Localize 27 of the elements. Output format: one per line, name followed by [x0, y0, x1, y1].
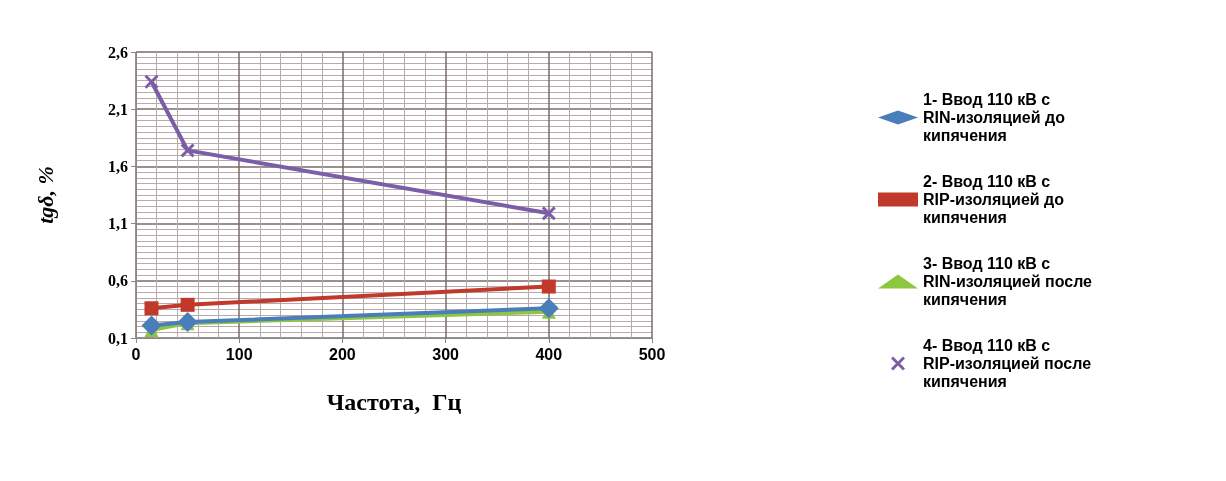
x-tick-label: 500 — [638, 345, 666, 363]
x-tick-label: 0 — [131, 345, 141, 363]
point — [141, 315, 162, 336]
point — [144, 74, 159, 89]
legend-label: 4- Ввод 110 кВ с RIP-изоляцией после кипячения — [923, 337, 1096, 390]
y-tick-label: 2,1 — [108, 100, 128, 118]
x-tick-label: 100 — [225, 345, 253, 363]
point — [144, 301, 159, 316]
y-tick-label: 0,6 — [108, 272, 128, 290]
y-axis-title: tgδ, % — [32, 166, 58, 224]
point — [541, 279, 556, 294]
point — [541, 206, 556, 221]
x-tick-label: 400 — [535, 345, 563, 363]
y-tick-label: 1,6 — [108, 157, 128, 175]
point — [180, 297, 195, 312]
y-tick-label: 2,6 — [108, 43, 128, 61]
x-axis-title: Частота, Гц — [326, 389, 462, 415]
legend-label: 3- Ввод 110 кВ с RIN-изоляцией после кипячения — [923, 255, 1097, 308]
y-tick-label: 1,1 — [108, 215, 128, 233]
x-tick-label: 200 — [329, 345, 356, 363]
x-tick-label: 300 — [432, 345, 460, 363]
point — [177, 311, 198, 332]
y-tick-label: 0,1 — [108, 329, 128, 347]
point — [180, 143, 195, 158]
point — [538, 298, 559, 319]
legend-label: 1- Ввод 110 кВ с RIN-изоляцией до кипячения — [923, 91, 1070, 144]
legend-label: 2- Ввод 110 кВ с RIP-изоляцией до кипячения — [923, 173, 1069, 226]
